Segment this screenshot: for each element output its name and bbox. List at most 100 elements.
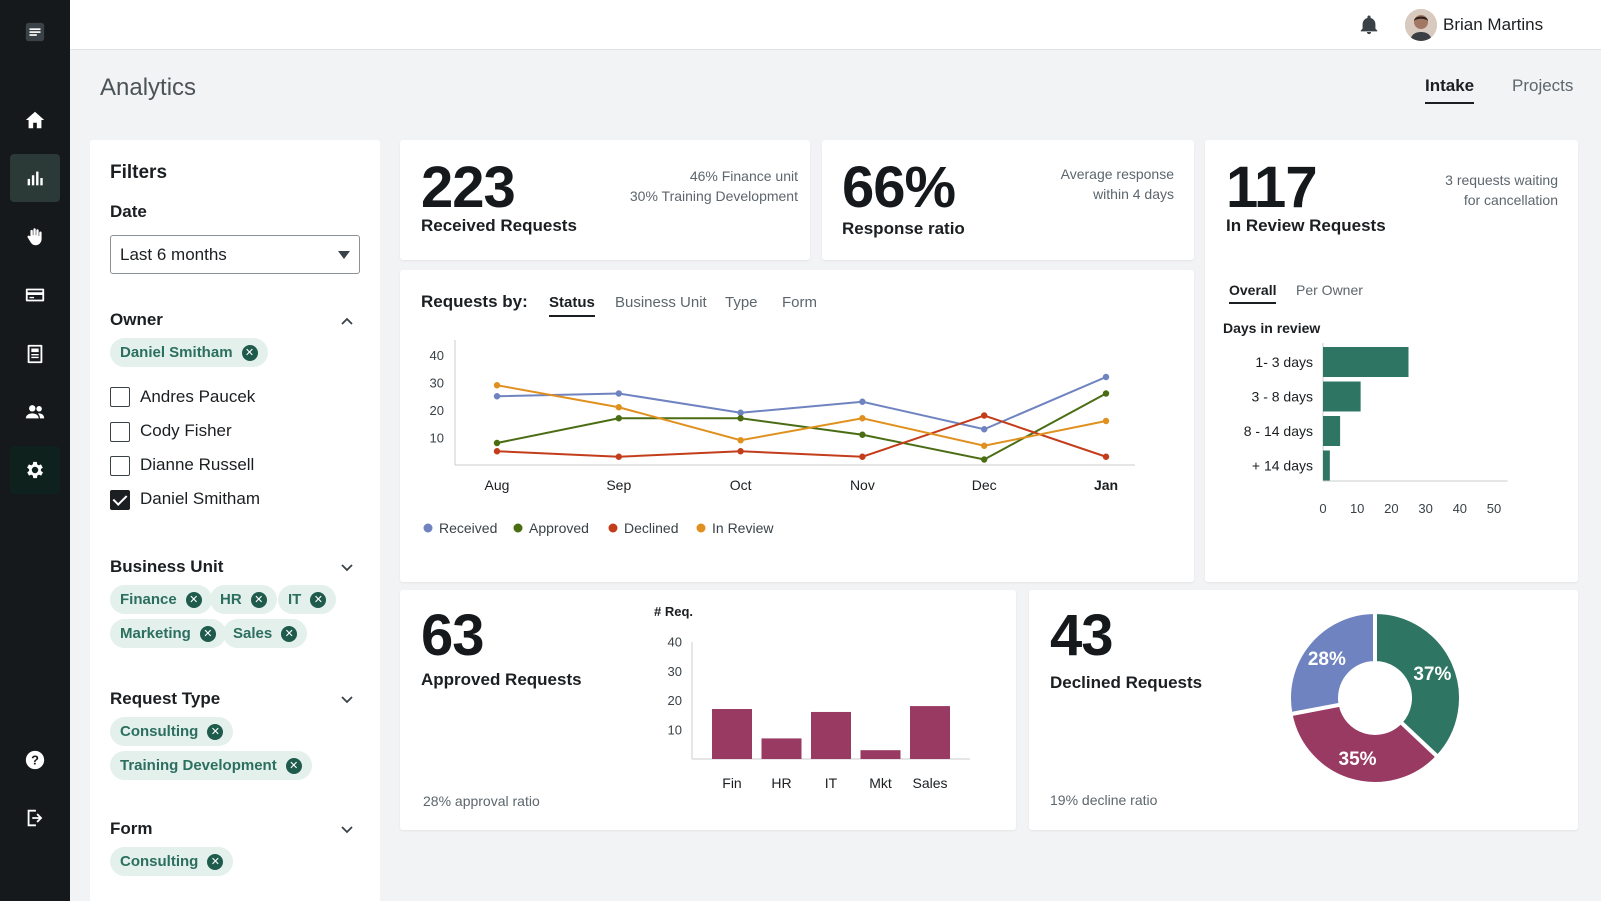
business-unit-chip[interactable]: Marketing ✕ bbox=[110, 619, 226, 648]
nav-home[interactable] bbox=[10, 96, 60, 144]
tab-projects[interactable]: Projects bbox=[1512, 76, 1574, 95]
remove-chip-icon[interactable]: ✕ bbox=[241, 344, 258, 361]
remove-chip-icon[interactable]: ✕ bbox=[185, 591, 202, 608]
response-value: 66% bbox=[842, 155, 956, 220]
bell-icon[interactable] bbox=[1358, 14, 1380, 36]
y-tick-label: 30 bbox=[668, 664, 682, 679]
in-review-note-line: 3 requests waiting bbox=[1445, 172, 1558, 188]
owner-option-label: Andres Paucek bbox=[140, 387, 256, 406]
business-unit-chip[interactable]: Finance ✕ bbox=[110, 585, 212, 614]
data-point bbox=[737, 437, 744, 444]
y-axis-title: # Req. bbox=[654, 604, 693, 619]
chevron-up-icon[interactable] bbox=[340, 314, 354, 328]
owner-checkbox-andres[interactable] bbox=[110, 387, 130, 407]
x-tick-label: Aug bbox=[485, 477, 510, 493]
series-line-approved bbox=[496, 392, 1107, 461]
x-tick-label: Jan bbox=[1094, 477, 1118, 493]
series-line-received bbox=[496, 376, 1107, 431]
request-type-label: Request Type bbox=[110, 689, 221, 708]
user-name[interactable]: Brian Martins bbox=[1443, 15, 1544, 34]
date-select-value: Last 6 months bbox=[120, 245, 227, 264]
approved-card: 63 Approved Requests 28% approval ratio … bbox=[400, 590, 1016, 830]
data-point bbox=[615, 453, 622, 460]
response-card: 66% Response ratio Average response with… bbox=[822, 140, 1194, 260]
filters-panel: Filters Date Last 6 months Owner Daniel … bbox=[90, 140, 380, 901]
nav-documents[interactable] bbox=[10, 330, 60, 378]
nav-analytics[interactable] bbox=[10, 154, 60, 202]
avatar[interactable] bbox=[1405, 9, 1437, 41]
tab-overall[interactable]: Overall bbox=[1229, 282, 1277, 304]
nav-help[interactable]: ? bbox=[10, 736, 60, 784]
days-in-review-chart: Days in review 1- 3 days 3 - 8 days 8 - 14 … bbox=[1223, 320, 1508, 516]
nav-rail: ? bbox=[0, 0, 70, 901]
chevron-down-icon[interactable] bbox=[340, 823, 354, 837]
received-note-line: 46% Finance unit bbox=[689, 168, 798, 184]
remove-chip-icon[interactable]: ✕ bbox=[199, 625, 216, 642]
chip-label: Consulting bbox=[120, 723, 199, 740]
bar bbox=[860, 750, 901, 759]
request-type-chip[interactable]: Consulting ✕ bbox=[110, 717, 234, 746]
tab-per-owner[interactable]: Per Owner bbox=[1296, 282, 1363, 298]
filters-title: Filters bbox=[110, 162, 168, 183]
slice-label: 37% bbox=[1413, 664, 1451, 685]
data-point bbox=[493, 382, 501, 389]
x-tick-label: 10 bbox=[1350, 501, 1364, 516]
svg-text:?: ? bbox=[31, 753, 39, 768]
form-chip[interactable]: Consulting ✕ bbox=[110, 847, 234, 876]
remove-chip-icon[interactable]: ✕ bbox=[207, 723, 224, 740]
donut-slice bbox=[1288, 702, 1441, 786]
business-unit-chip[interactable]: Sales ✕ bbox=[223, 619, 308, 648]
bar bbox=[1323, 381, 1361, 412]
nav-requests[interactable] bbox=[10, 213, 60, 261]
x-tick-label: HR bbox=[771, 775, 791, 791]
declined-card: 43 Declined Requests 19% decline ratio 3… bbox=[1029, 590, 1578, 830]
nav-settings[interactable] bbox=[10, 446, 60, 494]
chip-label: Finance bbox=[120, 591, 177, 608]
series-line-declined bbox=[496, 414, 1107, 458]
remove-chip-icon[interactable]: ✕ bbox=[281, 625, 298, 642]
data-point bbox=[615, 404, 622, 411]
data-point bbox=[1102, 417, 1110, 425]
owner-checkbox-daniel[interactable] bbox=[110, 490, 130, 510]
bar bbox=[910, 706, 950, 759]
nav-users[interactable] bbox=[10, 388, 60, 436]
legend-label: In Review bbox=[712, 520, 774, 536]
tab-intake[interactable]: Intake bbox=[1425, 76, 1475, 104]
data-point bbox=[981, 412, 988, 419]
data-point bbox=[981, 442, 988, 449]
owner-chip[interactable]: Daniel Smitham ✕ bbox=[110, 338, 268, 367]
nav-logout[interactable] bbox=[10, 794, 60, 842]
data-point bbox=[1102, 453, 1110, 460]
response-label: Response ratio bbox=[842, 219, 965, 238]
owner-checkbox-dianne[interactable] bbox=[110, 456, 130, 476]
owner-checkbox-cody[interactable] bbox=[110, 422, 130, 442]
x-tick-label: Oct bbox=[730, 477, 752, 493]
x-tick-label: Nov bbox=[850, 477, 875, 493]
tab-type[interactable]: Type bbox=[725, 294, 758, 311]
tab-form[interactable]: Form bbox=[782, 294, 817, 311]
menu-button[interactable] bbox=[10, 8, 60, 56]
x-tick-label: Sales bbox=[912, 775, 947, 791]
tab-business-unit[interactable]: Business Unit bbox=[615, 294, 707, 311]
request-type-chip[interactable]: Training Development ✕ bbox=[110, 751, 312, 780]
help-icon: ? bbox=[25, 750, 45, 770]
card-icon bbox=[25, 288, 45, 302]
chevron-down-icon[interactable] bbox=[340, 693, 354, 707]
remove-chip-icon[interactable]: ✕ bbox=[310, 591, 327, 608]
business-unit-chip[interactable]: HR ✕ bbox=[210, 585, 277, 614]
remove-chip-icon[interactable]: ✕ bbox=[285, 757, 302, 774]
approved-label: Approved Requests bbox=[421, 670, 582, 689]
legend-label: Approved bbox=[529, 520, 589, 536]
chevron-down-icon[interactable] bbox=[340, 561, 354, 575]
remove-chip-icon[interactable]: ✕ bbox=[207, 853, 224, 870]
business-unit-chip[interactable]: IT ✕ bbox=[278, 585, 337, 614]
analytics-icon bbox=[27, 171, 43, 186]
date-select[interactable]: Last 6 months bbox=[110, 235, 360, 274]
in-review-card: 117 In Review Requests 3 requests waitin… bbox=[1205, 140, 1578, 582]
received-note-line: 30% Training Development bbox=[629, 188, 798, 204]
remove-chip-icon[interactable]: ✕ bbox=[250, 591, 267, 608]
declined-value: 43 bbox=[1050, 603, 1114, 668]
tab-status[interactable]: Status bbox=[549, 294, 595, 317]
nav-billing[interactable] bbox=[10, 271, 60, 319]
hand-icon bbox=[27, 228, 42, 246]
